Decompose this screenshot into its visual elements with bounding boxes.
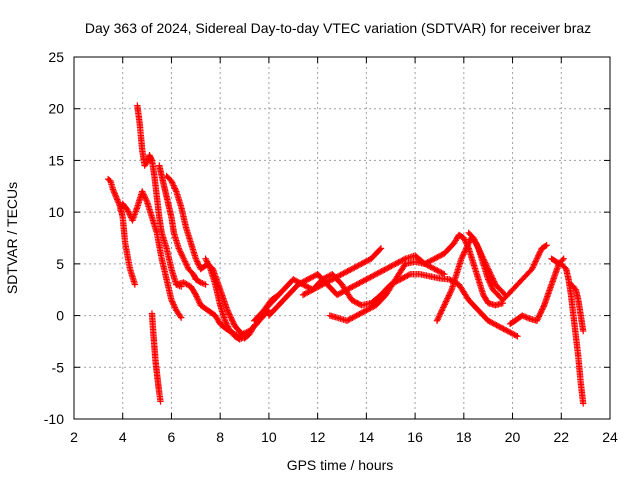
chart-title: Day 363 of 2024, Sidereal Day-to-day VTE… — [85, 20, 591, 36]
grid — [74, 57, 610, 419]
marker-trace — [567, 281, 587, 335]
x-tick-label: 8 — [216, 429, 224, 445]
marker-trace — [251, 245, 385, 324]
y-tick-label: -10 — [44, 411, 64, 427]
marker-trace — [326, 231, 506, 324]
series-sat-o — [506, 255, 567, 328]
marker-trace — [134, 102, 185, 290]
marker-trace — [104, 175, 139, 288]
y-tick-label: 25 — [48, 49, 64, 65]
x-tick-label: 24 — [602, 429, 618, 445]
x-tick-label: 10 — [261, 429, 277, 445]
x-tick-label: 22 — [553, 429, 569, 445]
marker-trace — [465, 229, 550, 304]
series-sat-n — [465, 229, 550, 304]
y-tick-label: 5 — [56, 256, 64, 272]
y-tick-label: 10 — [48, 204, 64, 220]
x-tick-label: 18 — [456, 429, 472, 445]
marker-trace — [506, 255, 567, 328]
series-sat-b — [117, 188, 185, 321]
marker-trace — [202, 255, 263, 343]
x-tick-label: 16 — [407, 429, 423, 445]
series-sat-e — [156, 162, 209, 288]
y-tick-label: 15 — [48, 152, 64, 168]
series-sat-i — [251, 245, 385, 324]
marker-trace — [117, 188, 185, 321]
plot-frame — [73, 56, 611, 420]
series-sat-a — [104, 175, 139, 288]
x-axis-label: GPS time / hours — [287, 457, 394, 473]
x-tick-label: 2 — [70, 429, 78, 445]
x-tick-label: 12 — [310, 429, 326, 445]
series-sat-q — [567, 281, 587, 335]
y-tick-label: -5 — [52, 359, 65, 375]
marker-trace — [148, 310, 164, 405]
series-sat-l — [326, 231, 506, 324]
y-axis-label: SDTVAR / TECUs — [4, 182, 20, 294]
marker-trace — [156, 162, 209, 288]
x-tick-label: 14 — [359, 429, 375, 445]
x-tick-label: 20 — [505, 429, 521, 445]
y-tick-label: 20 — [48, 101, 64, 117]
x-tick-label: 4 — [119, 429, 127, 445]
data-points — [104, 102, 587, 407]
x-tick-label: 6 — [168, 429, 176, 445]
series-sat-h — [202, 255, 263, 343]
series-sat-d — [148, 310, 164, 405]
series-sat-c — [134, 102, 185, 290]
y-tick-label: 0 — [56, 308, 64, 324]
